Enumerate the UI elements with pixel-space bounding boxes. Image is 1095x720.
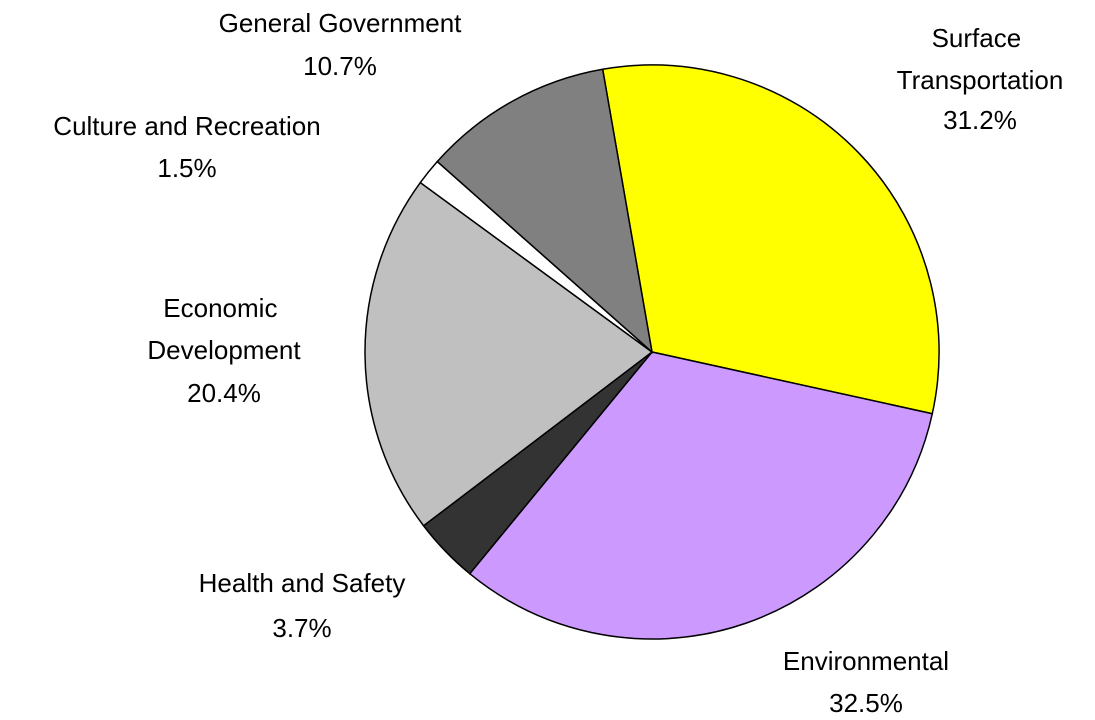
slice-label: Surface Transportation	[897, 23, 1064, 95]
slice-value-label: 32.5%	[829, 688, 903, 718]
pie-slice	[364, 181, 654, 527]
slice-label: General Government	[219, 8, 463, 38]
slice-label: Culture and Recreation	[53, 111, 320, 141]
slice-value-label: 3.7%	[272, 613, 331, 643]
slice-label: Economic Development	[147, 293, 301, 365]
slice-value-label: 31.2%	[943, 105, 1017, 135]
slice-label: Health and Safety	[199, 568, 406, 598]
pie-slice	[436, 68, 654, 354]
slice-value-label: 10.7%	[303, 51, 377, 81]
slice-value-label: 20.4%	[187, 378, 261, 408]
pie-slice	[468, 351, 934, 640]
slice-label: Environmental	[783, 646, 949, 676]
pie-slice	[601, 64, 940, 415]
slice-value-label: 1.5%	[157, 153, 216, 183]
